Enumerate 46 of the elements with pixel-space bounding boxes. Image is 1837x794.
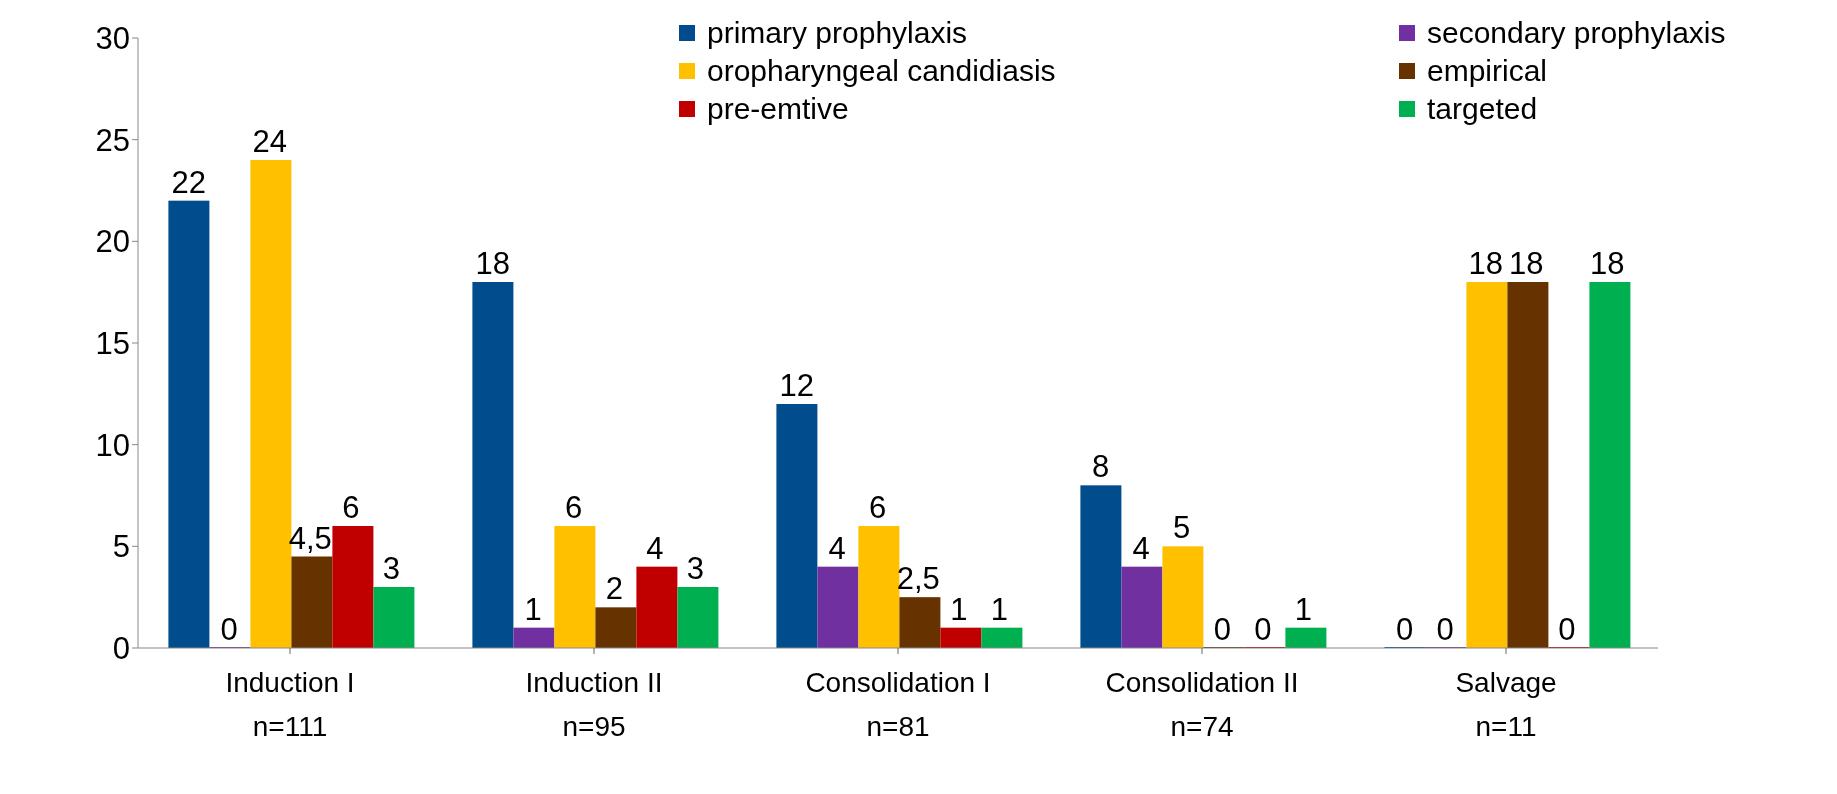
- data-label: 0: [1254, 612, 1272, 647]
- legend-label: secondary prophylaxis: [1427, 16, 1726, 50]
- x-tick-label: Induction II n=95: [525, 667, 663, 742]
- data-label: 6: [869, 490, 887, 525]
- y-tick-label: 30: [95, 21, 130, 57]
- x-tick-label: Salvage n=11: [1455, 667, 1557, 742]
- data-label: 5: [1173, 510, 1191, 546]
- data-label: 0: [1396, 612, 1414, 647]
- data-label: 0: [1558, 612, 1576, 647]
- data-label: 1: [524, 591, 542, 627]
- data-label: 1: [990, 591, 1008, 627]
- data-label: 8: [1092, 449, 1110, 485]
- legend-label: oropharyngeal candidiasis: [707, 54, 1056, 88]
- data-label: 3: [686, 551, 704, 586]
- data-label: 3: [382, 551, 400, 586]
- legend-label: empirical: [1427, 54, 1548, 88]
- legend-label: pre-emtive: [707, 92, 849, 126]
- data-label: 6: [565, 490, 583, 525]
- data-label: 1: [950, 591, 968, 627]
- y-tick-label: 15: [95, 326, 130, 362]
- y-tick-label: 10: [95, 427, 130, 463]
- data-label: 18: [1509, 246, 1544, 281]
- y-tick-label: 5: [112, 529, 130, 565]
- data-label: 12: [779, 368, 814, 403]
- legend-label: primary prophylaxis: [707, 16, 968, 50]
- data-label: 4: [1132, 530, 1150, 566]
- data-label: 0: [1213, 612, 1231, 647]
- data-label: 18: [1468, 246, 1503, 281]
- y-tick-label: 25: [95, 122, 130, 158]
- data-label: 6: [342, 490, 360, 525]
- x-tick-label: Consolidation II n=74: [1105, 667, 1299, 742]
- data-label: 22: [171, 164, 206, 200]
- data-label: 0: [1436, 612, 1454, 647]
- data-label: 4: [828, 530, 846, 566]
- x-tick-label: Induction I n=111: [225, 667, 355, 742]
- data-label: 1: [1294, 591, 1312, 627]
- data-label: 2: [605, 571, 623, 607]
- x-tick-label: Consolidation I n=81: [805, 667, 991, 742]
- y-tick-label: 20: [95, 224, 130, 260]
- legend-label: targeted: [1427, 92, 1538, 126]
- y-tick-label: 0: [112, 631, 130, 667]
- data-label: 24: [252, 124, 287, 159]
- data-label: 18: [475, 246, 510, 281]
- data-label: 0: [220, 612, 238, 647]
- data-label: 18: [1590, 246, 1625, 281]
- data-label: 4: [646, 530, 664, 566]
